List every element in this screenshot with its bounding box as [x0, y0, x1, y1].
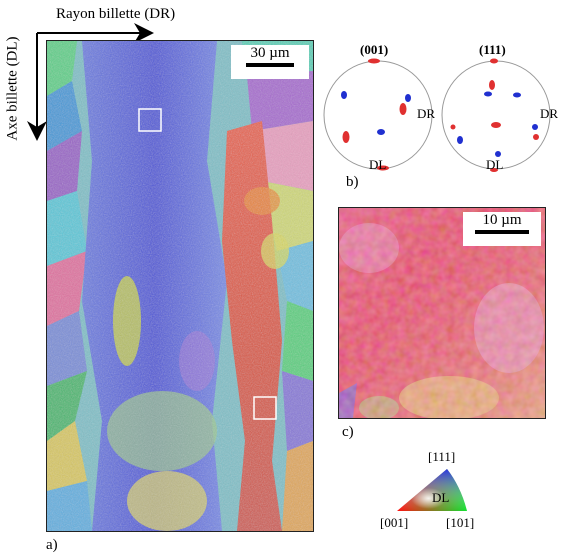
pole-figure-111-dr: DR: [540, 106, 559, 121]
ebsd-map-c: 10 µm: [338, 207, 546, 419]
ebsd-map-a-image: [47, 41, 313, 531]
scale-bar-a: 30 µm: [231, 45, 309, 79]
legend-111: [111]: [428, 449, 456, 464]
legend-001: [001]: [380, 515, 409, 530]
pole-figure-plots: [323, 58, 551, 172]
pole-figure-title-111: (111): [479, 42, 506, 57]
pole-figure-001-dl: DL: [369, 157, 387, 172]
pole-figures: (001) (111) DR DL: [316, 40, 564, 200]
pole-figure-title-001: (001): [360, 42, 389, 57]
legend-101: [101]: [446, 515, 475, 530]
panel-b-label: b): [346, 174, 359, 190]
scale-bar-c-text: 10 µm: [482, 212, 522, 228]
region-box-blue: [138, 108, 162, 132]
scale-bar-c: 10 µm: [463, 212, 541, 246]
region-box-red: [253, 396, 277, 420]
scale-bar-c-line: [475, 230, 529, 234]
panel-a-label: a): [46, 537, 58, 553]
pole-figure-001-dr: DR: [417, 106, 436, 121]
pole-figure-circle-001: [323, 60, 433, 170]
ebsd-map-a: 30 µm: [46, 40, 314, 532]
poles-111: [450, 58, 539, 172]
scale-bar-a-line: [246, 63, 294, 67]
pole-figure-111-dl: DL: [486, 157, 504, 172]
scale-bar-a-text: 30 µm: [250, 45, 290, 61]
horizontal-axis-label: Rayon billette (DR): [56, 6, 176, 22]
ipf-legend-triangle: [397, 469, 467, 511]
legend-dl: DL: [432, 490, 450, 505]
poles-001: [341, 58, 411, 171]
vertical-axis-label: Axe billette (DL): [4, 36, 21, 141]
panel-c-label: c): [342, 424, 354, 440]
